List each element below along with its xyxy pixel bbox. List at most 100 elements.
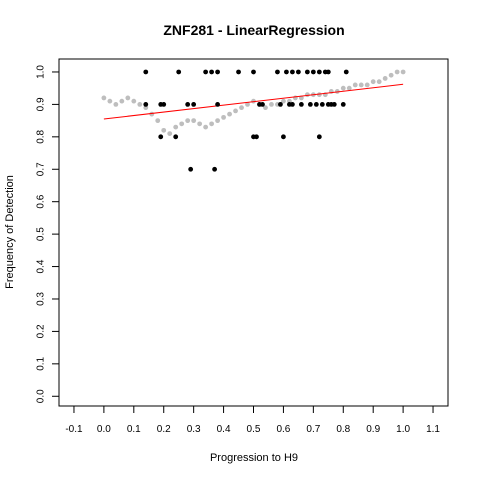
x-tick-label: 0.5 — [247, 424, 261, 435]
data-point — [313, 102, 319, 107]
data-point — [254, 134, 259, 140]
data-point — [188, 166, 194, 172]
data-point — [295, 69, 301, 75]
x-tick-label: 0.4 — [217, 424, 231, 435]
data-point — [143, 69, 149, 75]
chart-title: ZNF281 - LinearRegression — [163, 22, 344, 38]
data-point — [316, 134, 322, 140]
smooth-point — [131, 98, 137, 104]
x-tick-label: 0.8 — [336, 424, 350, 435]
data-point — [191, 102, 197, 107]
smooth-point — [263, 105, 268, 111]
data-point — [161, 102, 167, 107]
data-point — [290, 69, 295, 75]
smooth-point — [394, 69, 400, 75]
y-tick-label: 0.1 — [36, 356, 47, 370]
data-point — [215, 102, 220, 107]
data-point — [176, 69, 182, 75]
smooth-point — [352, 82, 358, 88]
data-point — [284, 69, 289, 75]
y-axis-label: Frequency of Detection — [4, 175, 16, 289]
smooth-point — [137, 102, 143, 107]
x-tick-label: -0.1 — [65, 424, 83, 435]
smooth-point — [239, 105, 244, 111]
data-point — [212, 166, 218, 172]
data-point — [278, 102, 283, 107]
data-point — [236, 69, 241, 75]
data-point — [331, 102, 337, 107]
y-tick-label: 0.6 — [36, 194, 47, 208]
smooth-point — [358, 82, 364, 88]
x-tick-label: 1.0 — [396, 424, 410, 435]
data-point — [158, 134, 164, 140]
smooth-point — [233, 108, 238, 114]
data-point — [251, 69, 256, 75]
data-point — [260, 102, 265, 107]
smooth-point — [161, 127, 167, 133]
smooth-point — [107, 98, 113, 104]
x-tick-label: 0.6 — [276, 424, 290, 435]
smooth-point — [155, 118, 161, 124]
data-point — [209, 69, 215, 75]
y-tick-label: 0.8 — [36, 129, 47, 143]
y-tick-label: 1.0 — [36, 65, 47, 79]
smooth-point — [340, 85, 346, 91]
smooth-point — [215, 118, 220, 124]
smooth-point — [167, 131, 173, 136]
y-tick-label: 0.2 — [36, 324, 47, 338]
x-tick-label: 0.0 — [97, 424, 111, 435]
x-tick-label: 0.9 — [366, 424, 380, 435]
data-point — [143, 102, 149, 107]
x-tick-label: 1.1 — [426, 424, 440, 435]
points-series — [143, 69, 349, 172]
data-point — [203, 69, 209, 75]
x-axis: -0.1 0.0 0.1 0.2 0.3 0.4 0.5 0.6 0.7 0.8 0.9 1.0 1.1 — [65, 406, 440, 435]
data-point — [307, 102, 313, 107]
smooth-point — [269, 102, 274, 107]
data-point — [316, 69, 322, 75]
smooth-point — [304, 92, 310, 98]
smooth-point — [173, 124, 179, 130]
smooth-point — [400, 69, 406, 75]
smooth-point — [364, 82, 370, 88]
smooth-point — [370, 79, 376, 85]
x-tick-label: 0.2 — [157, 424, 171, 435]
smooth-point — [245, 102, 250, 107]
data-point — [215, 69, 220, 75]
smooth-point — [185, 118, 191, 124]
smooth-point — [346, 85, 352, 91]
x-tick-label: 0.3 — [187, 424, 201, 435]
data-point — [319, 102, 325, 107]
smooth-point — [388, 72, 394, 78]
data-point — [340, 102, 346, 107]
y-tick-label: 0.5 — [36, 227, 47, 241]
y-tick-label: 0.7 — [36, 162, 47, 176]
smooth-point — [382, 76, 388, 81]
data-point — [298, 102, 304, 107]
data-point — [343, 69, 349, 75]
data-point — [185, 102, 191, 107]
smooth-point — [197, 121, 203, 127]
smooth-point — [125, 95, 131, 101]
smooth-point — [376, 79, 382, 85]
data-point — [173, 134, 179, 140]
smooth-point — [113, 102, 119, 107]
x-tick-label: 0.7 — [306, 424, 320, 435]
smooth-point — [179, 121, 185, 127]
regression-series — [103, 83, 404, 120]
x-tick-label: 0.1 — [127, 424, 141, 435]
regression-line — [103, 83, 404, 120]
data-point — [290, 102, 295, 107]
x-axis-label: Progression to H9 — [210, 452, 298, 464]
smooth-point — [209, 121, 215, 127]
smooth-point — [119, 98, 125, 104]
y-tick-label: 0.0 — [36, 389, 47, 403]
smooth-point — [227, 111, 232, 117]
data-point — [281, 134, 286, 140]
y-tick-label: 0.4 — [36, 259, 47, 273]
y-tick-label: 0.9 — [36, 97, 47, 111]
smooth-point — [101, 95, 107, 101]
data-point — [275, 69, 280, 75]
